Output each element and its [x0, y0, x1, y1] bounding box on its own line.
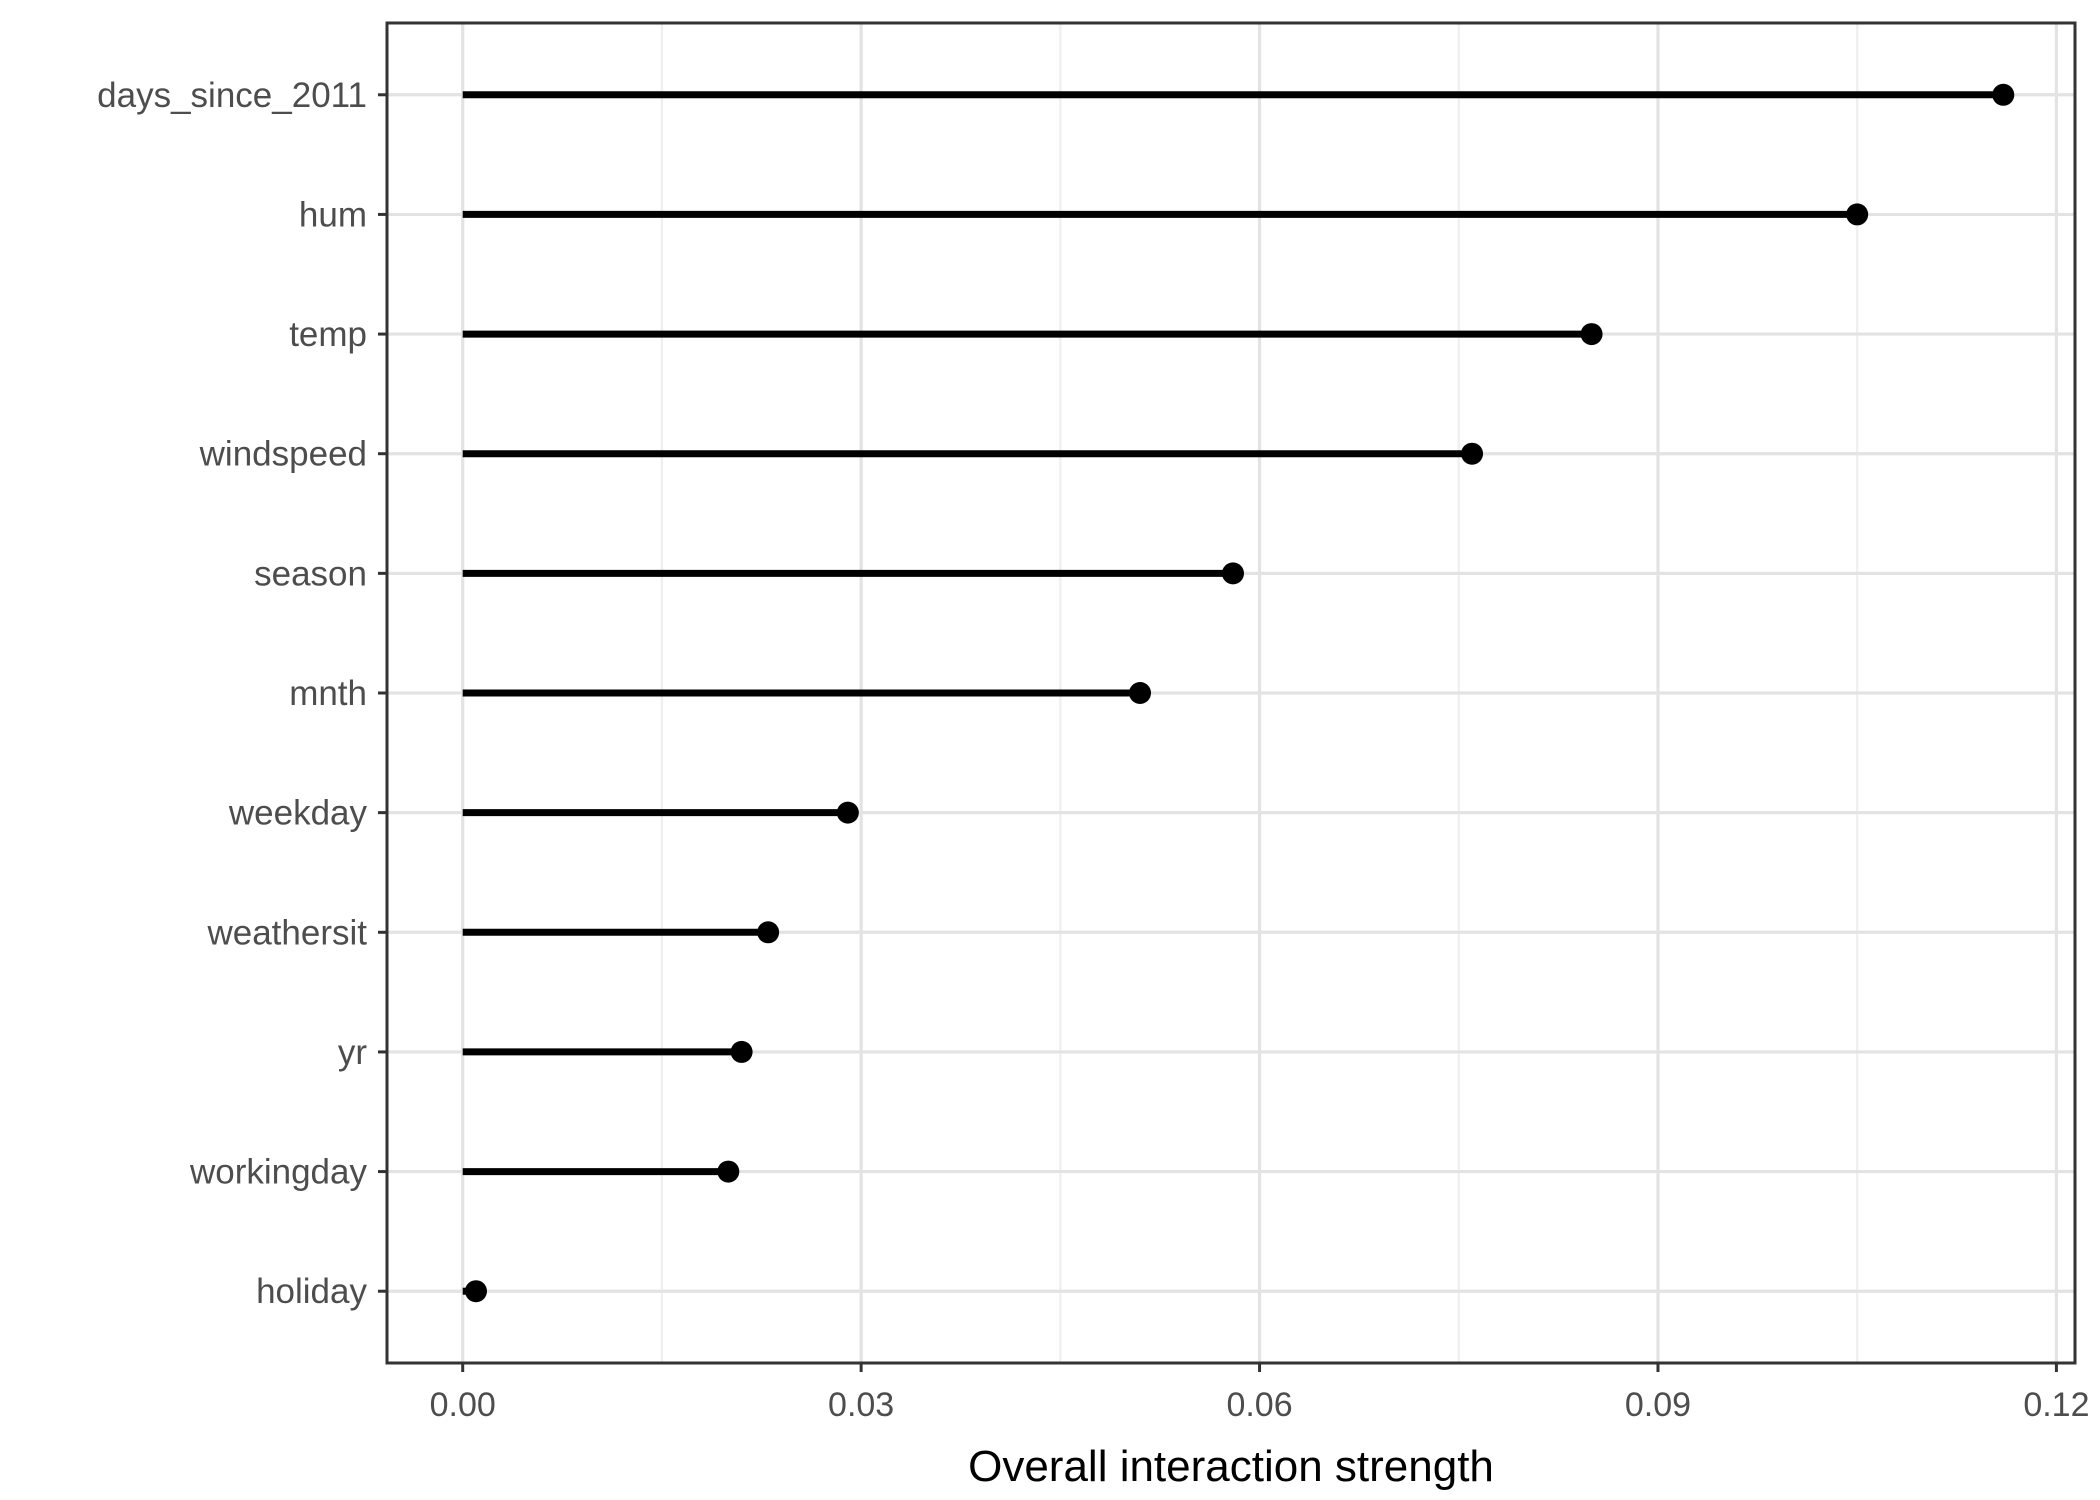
- y-label-days_since_2011: days_since_2011: [97, 76, 367, 115]
- x-label-0.06: 0.06: [1226, 1386, 1292, 1424]
- x-label-0.03: 0.03: [828, 1386, 894, 1424]
- y-label-season: season: [254, 554, 367, 593]
- point-days_since_2011: [1992, 83, 2015, 106]
- y-label-yr: yr: [338, 1033, 368, 1072]
- point-yr: [730, 1040, 753, 1063]
- y-label-hum: hum: [299, 195, 367, 234]
- point-season: [1221, 562, 1244, 585]
- x-label-0.09: 0.09: [1625, 1386, 1691, 1424]
- point-weekday: [836, 801, 859, 824]
- x-label-0.12: 0.12: [2023, 1386, 2089, 1424]
- point-holiday: [464, 1280, 487, 1303]
- point-mnth: [1129, 682, 1152, 704]
- point-workingday: [717, 1160, 740, 1183]
- point-hum: [1846, 203, 1869, 226]
- y-label-workingday: workingday: [189, 1153, 368, 1192]
- y-label-windspeed: windspeed: [199, 435, 367, 474]
- x-label-0.00: 0.00: [430, 1386, 496, 1424]
- point-temp: [1580, 323, 1603, 346]
- y-label-weathersit: weathersit: [206, 913, 367, 952]
- x-axis-title: Overall interaction strength: [968, 1442, 1494, 1491]
- y-label-temp: temp: [289, 315, 367, 354]
- y-label-mnth: mnth: [289, 674, 367, 713]
- y-label-holiday: holiday: [256, 1272, 367, 1311]
- point-weathersit: [757, 921, 780, 944]
- point-windspeed: [1461, 442, 1484, 465]
- y-label-weekday: weekday: [228, 794, 368, 833]
